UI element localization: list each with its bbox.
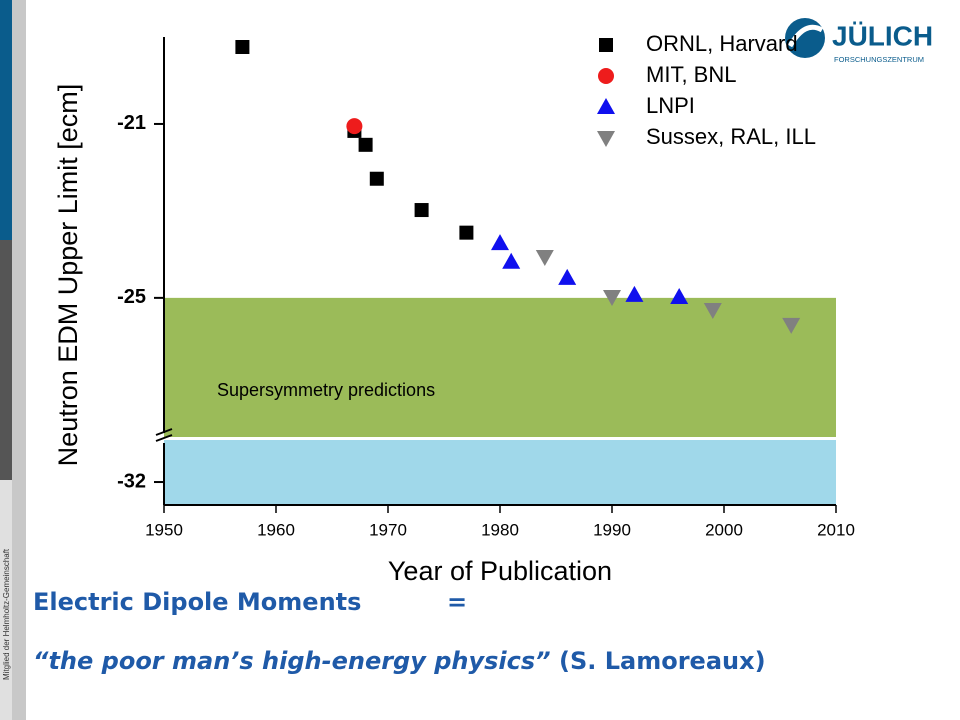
legend-label: Sussex, RAL, ILL [646,124,816,149]
x-tick-label: 1970 [369,520,407,539]
band [164,440,836,505]
legend-marker [598,68,614,84]
marker [703,303,722,320]
marker [625,285,644,302]
logo-icon [787,24,824,48]
quote: “the poor man’s high-energy physics” (S.… [33,647,766,675]
marker [358,137,373,152]
x-tick-label: 2010 [817,520,855,539]
sidebar-text: Mitglied der Helmholtz-Gemeinschaft [2,548,11,680]
legend-marker [597,98,615,114]
band [164,297,836,437]
marker [491,234,509,251]
marker [535,250,554,266]
y-axis-title: Neutron EDM Upper Limit [ecm] [53,84,83,467]
x-tick-label: 1960 [257,520,295,539]
x-tick-label: 1980 [481,520,519,539]
quote-text: “the poor man’s high-energy physics” [33,647,551,675]
equals: = [447,588,467,616]
marker [782,317,801,334]
legend-marker [597,131,615,147]
x-tick-label: 1950 [145,520,183,539]
heading: Electric Dipole Moments [33,588,361,616]
marker [502,252,521,269]
marker [369,171,384,186]
marker [346,118,363,135]
legend-label: MIT, BNL [646,62,736,87]
x-tick-label: 2000 [705,520,743,539]
legend-marker [599,38,613,52]
marker [414,203,429,218]
stripe [12,0,26,720]
stripe [0,480,12,720]
attribution: (S. Lamoreaux) [551,647,766,675]
stripe [0,240,12,480]
x-axis-title: Year of Publication [388,556,612,586]
legend-label: LNPI [646,93,695,118]
marker [235,40,250,54]
y-tick-label: -25 [117,286,146,308]
logo-sub: FORSCHUNGSZENTRUM [834,55,924,64]
marker [558,268,577,285]
stripe [0,0,12,240]
axis-break [155,428,173,442]
y-tick-label: -21 [117,112,146,134]
marker [670,288,689,304]
marker [459,225,474,240]
legend-label: ORNL, Harvard [646,31,798,56]
marker [603,290,621,306]
band-label: Supersymmetry predictions [217,380,435,400]
logo-name: JÜLICH [832,20,933,51]
y-tick-label: -32 [117,470,146,492]
x-tick-label: 1990 [593,520,631,539]
